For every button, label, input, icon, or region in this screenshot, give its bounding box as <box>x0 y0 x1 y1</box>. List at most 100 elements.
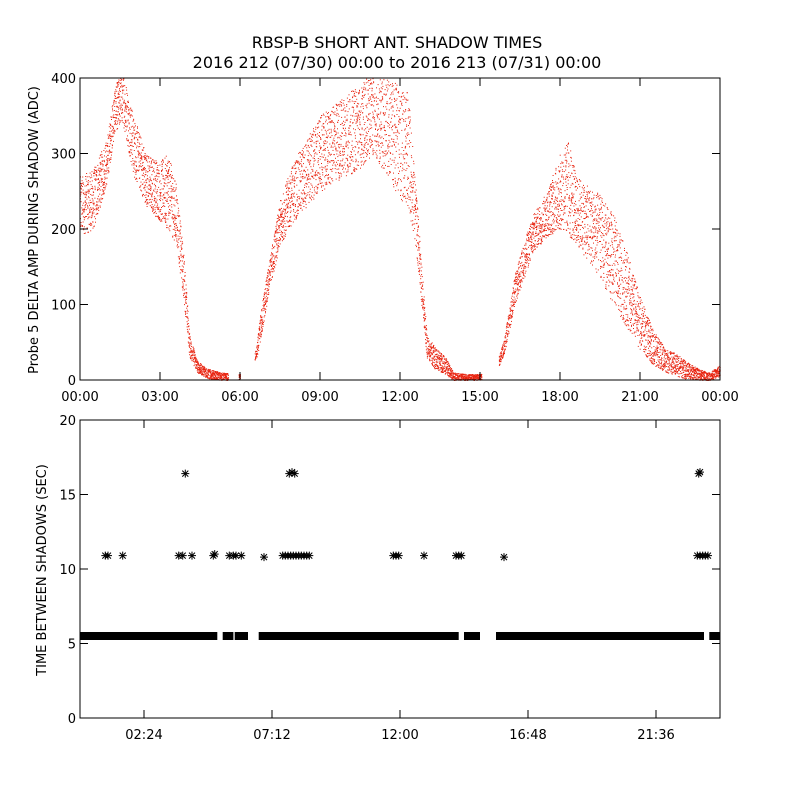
top-data-point <box>304 200 305 202</box>
top-data-point <box>104 181 105 183</box>
top-data-point <box>505 340 507 342</box>
top-data-point <box>443 355 445 357</box>
top-data-point <box>95 209 97 211</box>
top-data-point <box>125 109 127 111</box>
top-data-point <box>80 193 82 195</box>
top-data-point <box>394 116 396 118</box>
top-data-point <box>333 162 335 164</box>
top-data-point <box>118 96 120 98</box>
top-data-point <box>285 184 287 186</box>
top-data-point <box>270 269 272 271</box>
top-data-point <box>429 349 431 351</box>
top-data-point <box>340 145 342 147</box>
top-data-point <box>122 112 124 114</box>
top-data-point <box>506 322 508 323</box>
top-data-point <box>518 260 520 262</box>
top-data-point <box>375 153 377 155</box>
top-data-point <box>289 197 291 199</box>
top-data-point <box>358 164 360 166</box>
top-data-point <box>441 358 442 360</box>
top-data-point <box>521 267 522 269</box>
top-data-point <box>162 216 164 218</box>
top-data-point <box>331 135 333 137</box>
top-data-point <box>281 220 283 222</box>
top-data-point <box>511 315 513 317</box>
top-data-point <box>187 330 189 332</box>
top-data-point <box>353 90 354 92</box>
top-data-point <box>444 359 446 360</box>
top-data-point <box>381 128 383 130</box>
top-data-point <box>466 374 468 376</box>
top-data-point <box>321 186 322 188</box>
top-data-point <box>424 314 425 316</box>
top-data-point <box>416 201 418 202</box>
top-data-point <box>508 331 510 333</box>
top-data-point <box>92 199 94 201</box>
top-data-point <box>507 323 509 325</box>
top-data-point <box>173 214 175 216</box>
top-data-point <box>208 373 209 375</box>
top-data-point <box>401 142 403 144</box>
top-data-point <box>448 368 449 370</box>
top-data-point <box>198 369 200 371</box>
top-data-point <box>196 370 198 372</box>
top-data-point <box>148 189 150 190</box>
top-data-point <box>389 152 391 154</box>
top-data-point <box>108 170 110 172</box>
top-data-point <box>322 156 324 158</box>
top-data-point <box>328 117 329 118</box>
top-data-point <box>165 200 167 201</box>
top-data-point <box>357 113 359 115</box>
top-data-point <box>96 203 98 205</box>
top-data-point <box>341 133 343 134</box>
top-data-point <box>121 112 122 114</box>
top-data-point <box>419 283 421 285</box>
top-data-point <box>380 91 382 93</box>
top-data-point <box>511 300 513 302</box>
top-data-point <box>427 355 429 357</box>
top-data-point <box>154 198 156 200</box>
top-data-point <box>513 287 514 289</box>
top-data-point <box>385 154 387 156</box>
top-data-point <box>110 157 112 159</box>
top-data-point <box>281 236 283 238</box>
top-data-point <box>507 326 509 328</box>
top-data-point <box>193 352 195 354</box>
top-data-point <box>170 176 172 178</box>
top-data-point <box>428 348 430 350</box>
top-data-point <box>146 178 148 180</box>
top-data-point <box>276 224 278 226</box>
top-data-point <box>519 272 521 274</box>
top-data-point <box>433 352 435 354</box>
top-data-point <box>113 103 115 105</box>
top-data-point <box>161 168 163 170</box>
top-data-point <box>206 369 208 371</box>
top-data-point <box>335 131 337 133</box>
top-data-point <box>388 114 390 116</box>
top-data-point <box>416 233 418 235</box>
top-data-point <box>227 374 229 376</box>
top-data-point <box>374 109 376 111</box>
top-data-point <box>298 198 300 200</box>
top-data-point <box>425 349 427 351</box>
top-data-point <box>321 115 323 116</box>
top-data-point <box>357 106 359 108</box>
top-data-point <box>431 346 433 348</box>
top-data-point <box>437 366 439 368</box>
top-data-point <box>458 376 460 378</box>
top-data-point <box>429 356 431 358</box>
top-data-point <box>314 171 316 173</box>
top-data-point <box>143 169 145 171</box>
top-data-point <box>514 302 516 303</box>
top-data-point <box>311 136 313 138</box>
top-data-point <box>391 159 393 161</box>
top-data-point <box>507 326 509 328</box>
top-data-point <box>410 171 412 173</box>
top-data-point <box>352 90 354 92</box>
top-data-point <box>389 158 391 160</box>
top-data-point <box>287 211 289 213</box>
top-data-point <box>320 139 322 140</box>
top-data-point <box>137 153 139 155</box>
top-data-point <box>144 166 145 168</box>
top-data-point <box>436 349 438 351</box>
